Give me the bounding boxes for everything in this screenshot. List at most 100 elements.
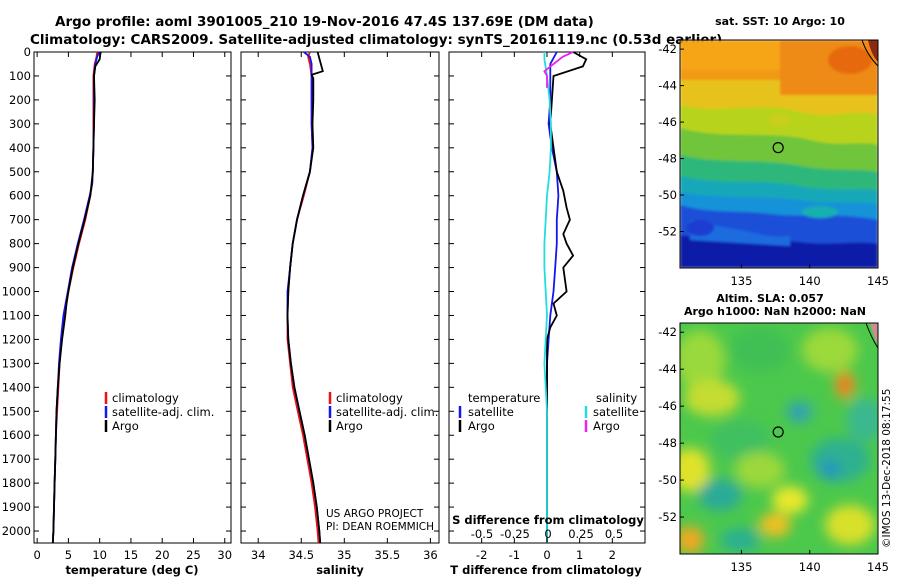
series-line-climatology <box>51 51 99 544</box>
map-y-tick-label: -44 <box>658 362 677 376</box>
depth-tick-label: 500 <box>9 165 31 179</box>
map-y-tick-label: -46 <box>658 115 677 129</box>
map-y-tick-label: -52 <box>658 510 677 524</box>
legend-salinity-title: salinity <box>596 391 637 405</box>
legend-satellite-adj: satellite-adj. clim. <box>336 405 438 419</box>
map-y-tick-label: -44 <box>658 79 677 93</box>
sla-map-title-line2: Argo h1000: NaN h2000: NaN <box>684 305 866 318</box>
salinity-xlabel: salinity <box>316 563 364 577</box>
difference-series <box>543 51 588 543</box>
difference-legend: temperature satellite Argo salinity sate… <box>458 391 639 433</box>
depth-tick-label: 1900 <box>2 500 31 514</box>
legend-climatology: climatology <box>112 391 179 405</box>
map-y-tick-label: -42 <box>658 42 677 56</box>
series-line-argo <box>51 51 102 544</box>
x-tick-label: 30 <box>217 548 232 562</box>
map-y-tick-label: -42 <box>658 325 677 339</box>
credit-pi: PI: DEAN ROEMMICH <box>326 521 434 533</box>
salinity-legend: climatology satellite-adj. clim. Argo <box>328 391 438 433</box>
salinity-x-ticks: 34 34.5 35 35.5 36 <box>241 51 439 562</box>
map-x-tick-label: 135 <box>730 560 752 574</box>
depth-tick-label: 100 <box>9 69 31 83</box>
temperature-legend: climatology satellite-adj. clim. Argo <box>104 391 214 433</box>
s-tick: 0.5 <box>605 527 623 541</box>
legend-satellite-adj: satellite-adj. clim. <box>112 405 214 419</box>
argo-float-marker <box>772 142 784 154</box>
depth-tick-label: 1200 <box>2 332 31 346</box>
depth-ticks: 0 100 200 300 400 500 600 700 800 900 1000 1100 1200… <box>2 45 31 538</box>
s-tick: -0.5 <box>471 527 493 541</box>
sst-field <box>680 40 878 268</box>
legend-argo: Argo <box>112 419 139 433</box>
figure-title-line1: Argo profile: aoml 3901005_210 19-Nov-20… <box>55 14 594 30</box>
legend-temp-satellite: satellite <box>468 405 514 419</box>
legend-climatology: climatology <box>336 391 403 405</box>
salinity-profile-panel: 34 34.5 35 35.5 36 salinity climatology sate… <box>240 51 440 577</box>
salinity-axes-box <box>240 51 440 544</box>
credit-project: US ARGO PROJECT <box>326 508 424 520</box>
temperature-x-ticks: 0 5 10 15 20 25 30 <box>33 51 232 562</box>
legend-sal-argo: Argo <box>593 419 620 433</box>
difference-xlabel: T difference from climatology <box>450 563 642 577</box>
depth-tick-label: 1600 <box>2 428 31 442</box>
map-x-tick-label: 140 <box>799 560 821 574</box>
x-tick-label: 0 <box>543 548 550 562</box>
depth-tick-label: 1400 <box>2 380 31 394</box>
depth-tick-label: 900 <box>9 261 31 275</box>
series-line-temperature-satellite <box>546 51 560 543</box>
sla-map-title-line1: Altim. SLA: 0.057 <box>716 292 823 305</box>
depth-tick-label: 400 <box>9 141 31 155</box>
difference-profile-panel: -2 -1 0 1 2 T difference from climatology S … <box>448 51 646 577</box>
depth-tick-label: 300 <box>9 117 31 131</box>
series-line-argo <box>286 51 324 544</box>
series-line-climatology <box>286 51 320 544</box>
x-tick-label: 2 <box>609 548 616 562</box>
map-y-tick-label: -48 <box>658 152 677 166</box>
x-tick-label: 0 <box>33 548 40 562</box>
x-tick-label: 10 <box>92 548 107 562</box>
temperature-profile-panel: 0100200300400500600700800900100011001200… <box>2 45 232 577</box>
legend-temp-argo: Argo <box>468 419 495 433</box>
series-line-salinity-argo <box>543 51 574 88</box>
sst-map-frame <box>679 39 879 269</box>
difference-x-ticks: -2 -1 0 1 2 <box>449 51 645 562</box>
map-x-tick-label: 145 <box>867 560 889 574</box>
depth-tick-label: 800 <box>9 237 31 251</box>
series-line-satellite-adj-clim- <box>51 51 100 544</box>
sla-field <box>680 323 878 554</box>
s-tick: -0.25 <box>500 527 530 541</box>
sst-map-panel: sat. SST: 10 Argo: 10 <box>658 15 889 288</box>
x-tick-label: 15 <box>124 548 139 562</box>
x-tick-label: 34 <box>251 548 266 562</box>
x-tick-label: 25 <box>186 548 201 562</box>
series-line-salinity-satellite <box>543 52 552 543</box>
depth-tick-label: 1000 <box>2 285 31 299</box>
x-tick-label: 34.5 <box>288 548 314 562</box>
depth-tick-label: 1800 <box>2 476 31 490</box>
temperature-series <box>51 51 102 544</box>
depth-tick-label: 600 <box>9 189 31 203</box>
sla-map-ticks: 135 140 145 -42 -44 -46 -48 -50 -52 <box>658 325 889 574</box>
x-tick-label: 35 <box>337 548 352 562</box>
map-x-tick-label: 145 <box>867 274 889 288</box>
map-y-tick-label: -50 <box>658 188 677 202</box>
depth-tick-label: 200 <box>9 93 31 107</box>
legend-sal-satellite: satellite <box>593 405 639 419</box>
map-y-tick-label: -48 <box>658 436 677 450</box>
argo-float-marker <box>772 426 784 438</box>
sst-map-ticks: 135 140 145 -42 -44 -46 -48 -50 -52 <box>658 42 889 288</box>
sla-map-panel: Altim. SLA: 0.057 Argo h1000: NaN h2000:… <box>658 292 889 574</box>
series-line-satellite-adj-clim- <box>286 51 322 544</box>
map-x-tick-label: 135 <box>730 274 752 288</box>
temperature-axes-box <box>33 51 232 544</box>
map-y-tick-label: -50 <box>658 473 677 487</box>
legend-temperature-title: temperature <box>468 391 540 405</box>
legend-argo: Argo <box>336 419 363 433</box>
depth-tick-label: 0 <box>24 45 31 59</box>
x-tick-label: 36 <box>423 548 438 562</box>
map-y-tick-label: -46 <box>658 399 677 413</box>
depth-tick-label: 2000 <box>2 524 31 538</box>
sla-map-frame <box>679 322 879 555</box>
x-tick-label: 5 <box>65 548 72 562</box>
depth-tick-label: 1100 <box>2 308 31 322</box>
